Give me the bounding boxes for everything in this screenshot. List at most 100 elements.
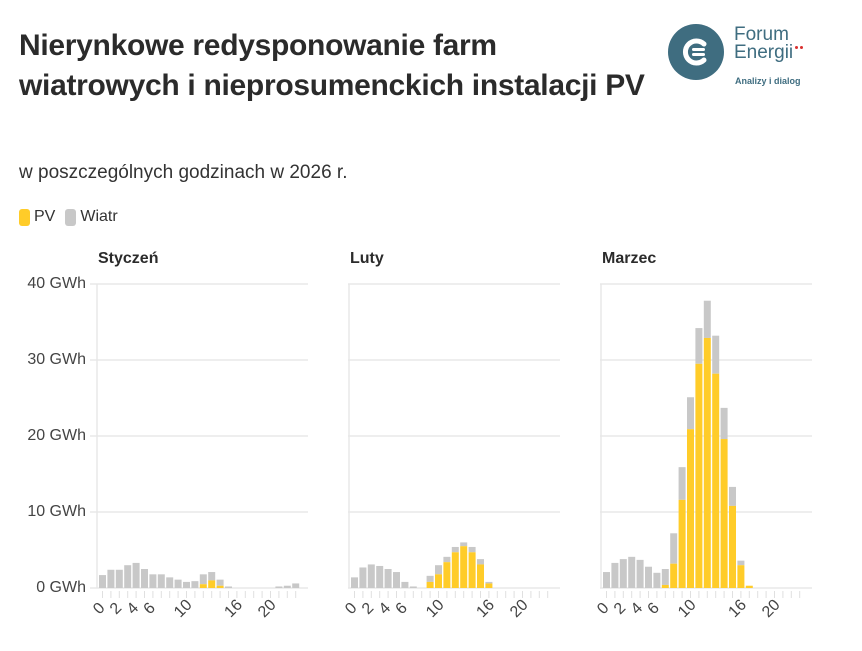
x-tick-label: 0 (342, 600, 360, 618)
bar-pv[interactable] (435, 574, 442, 588)
bar-wiatr[interactable] (737, 560, 745, 566)
bar-pv[interactable] (695, 363, 703, 588)
bar-wiatr[interactable] (670, 533, 678, 564)
x-tick-label: 6 (141, 600, 159, 618)
bar-wiatr[interactable] (653, 572, 661, 588)
bar-wiatr[interactable] (292, 583, 300, 588)
bar-wiatr[interactable] (611, 562, 619, 588)
bar-wiatr[interactable] (460, 542, 468, 547)
bar-pv[interactable] (451, 552, 459, 588)
bar-wiatr[interactable] (477, 559, 484, 565)
bar-pv[interactable] (443, 562, 451, 588)
bar-wiatr[interactable] (351, 577, 358, 588)
bar-pv[interactable] (687, 429, 694, 588)
bar-wiatr[interactable] (367, 564, 375, 588)
x-tick-label: 2 (611, 600, 629, 618)
bar-wiatr[interactable] (208, 572, 216, 581)
bar-wiatr[interactable] (687, 397, 694, 430)
bar-wiatr[interactable] (115, 569, 123, 588)
bar-wiatr[interactable] (603, 572, 610, 588)
bar-wiatr[interactable] (191, 581, 199, 588)
bar-wiatr[interactable] (166, 577, 174, 588)
bar-pv[interactable] (199, 584, 207, 588)
bar-wiatr[interactable] (141, 569, 148, 588)
bar-wiatr[interactable] (645, 566, 652, 588)
bar-pv[interactable] (720, 439, 728, 588)
legend-label-pv: PV (34, 208, 56, 225)
bar-wiatr[interactable] (485, 581, 493, 584)
bar-pv[interactable] (703, 337, 711, 588)
x-tick-label: 0 (90, 600, 108, 618)
bar-pv[interactable] (729, 505, 736, 588)
bar-wiatr[interactable] (628, 556, 636, 588)
bar-wiatr[interactable] (678, 467, 686, 500)
bar-wiatr[interactable] (124, 565, 132, 588)
bar-wiatr[interactable] (107, 569, 115, 588)
bar-wiatr[interactable] (359, 567, 367, 588)
bar-wiatr[interactable] (720, 407, 728, 440)
legend: PV Wiatr (19, 208, 122, 226)
bar-wiatr[interactable] (199, 574, 207, 585)
bar-pv[interactable] (426, 581, 434, 588)
bar-wiatr[interactable] (443, 556, 451, 563)
bar-wiatr[interactable] (401, 581, 409, 588)
logo-e-icon (683, 38, 707, 66)
x-tick-label: 4 (628, 600, 646, 618)
bar-wiatr[interactable] (376, 565, 384, 588)
bar-wiatr[interactable] (712, 335, 720, 374)
logo-name-line1: Forum (734, 24, 789, 45)
bar-wiatr[interactable] (216, 579, 224, 586)
bar-wiatr[interactable] (619, 559, 627, 588)
x-tick-label: 20 (255, 596, 280, 621)
bar-pv[interactable] (712, 373, 720, 588)
y-tick-10: 10 GWh (27, 503, 86, 520)
bar-wiatr[interactable] (426, 575, 434, 582)
bar-wiatr[interactable] (729, 486, 736, 506)
bar-wiatr[interactable] (283, 585, 291, 588)
bar-wiatr[interactable] (703, 300, 711, 338)
bar-wiatr[interactable] (225, 586, 232, 588)
y-tick-0: 0 GWh (36, 579, 86, 596)
bar-wiatr[interactable] (275, 586, 283, 588)
bar-wiatr[interactable] (384, 569, 392, 588)
bar-pv[interactable] (678, 499, 686, 588)
bar-pv[interactable] (737, 565, 745, 588)
bar-wiatr[interactable] (183, 581, 190, 588)
bar-pv[interactable] (670, 563, 678, 588)
bar-wiatr[interactable] (132, 562, 140, 588)
bar-wiatr[interactable] (393, 572, 400, 588)
bar-wiatr[interactable] (636, 559, 644, 588)
bar-wiatr[interactable] (695, 328, 703, 364)
bar-wiatr[interactable] (451, 546, 459, 553)
bar-wiatr[interactable] (174, 579, 182, 588)
bar-pv[interactable] (216, 585, 224, 588)
bar-pv[interactable] (485, 583, 493, 588)
bar-pv[interactable] (460, 546, 468, 588)
bar-wiatr[interactable] (468, 546, 476, 553)
bar-wiatr[interactable] (409, 586, 417, 588)
bar-wiatr[interactable] (661, 569, 669, 585)
bar-pv[interactable] (745, 585, 753, 588)
bar-wiatr[interactable] (149, 574, 157, 588)
legend-item-wiatr[interactable]: Wiatr (65, 208, 118, 226)
panel-title-marzec: Marzec (602, 250, 657, 267)
forum-energii-logo: Forum Energii Analizy i dialog (668, 24, 818, 88)
y-tick-20: 20 GWh (27, 427, 86, 444)
x-tick-label: 16 (725, 596, 750, 621)
bar-pv[interactable] (468, 552, 476, 588)
bar-wiatr[interactable] (435, 565, 442, 575)
bar-wiatr[interactable] (99, 575, 106, 588)
bar-pv[interactable] (661, 584, 669, 588)
bar-pv[interactable] (208, 580, 216, 588)
x-tick-label: 2 (359, 600, 377, 618)
x-tick-label: 2 (107, 600, 125, 618)
panel-title-styczen: Styczeń (98, 250, 159, 267)
x-tick-label: 16 (221, 596, 246, 621)
legend-item-pv[interactable]: PV (19, 208, 55, 226)
bar-wiatr[interactable] (157, 574, 165, 588)
x-tick-label: 6 (645, 600, 663, 618)
bar-pv[interactable] (477, 564, 484, 588)
